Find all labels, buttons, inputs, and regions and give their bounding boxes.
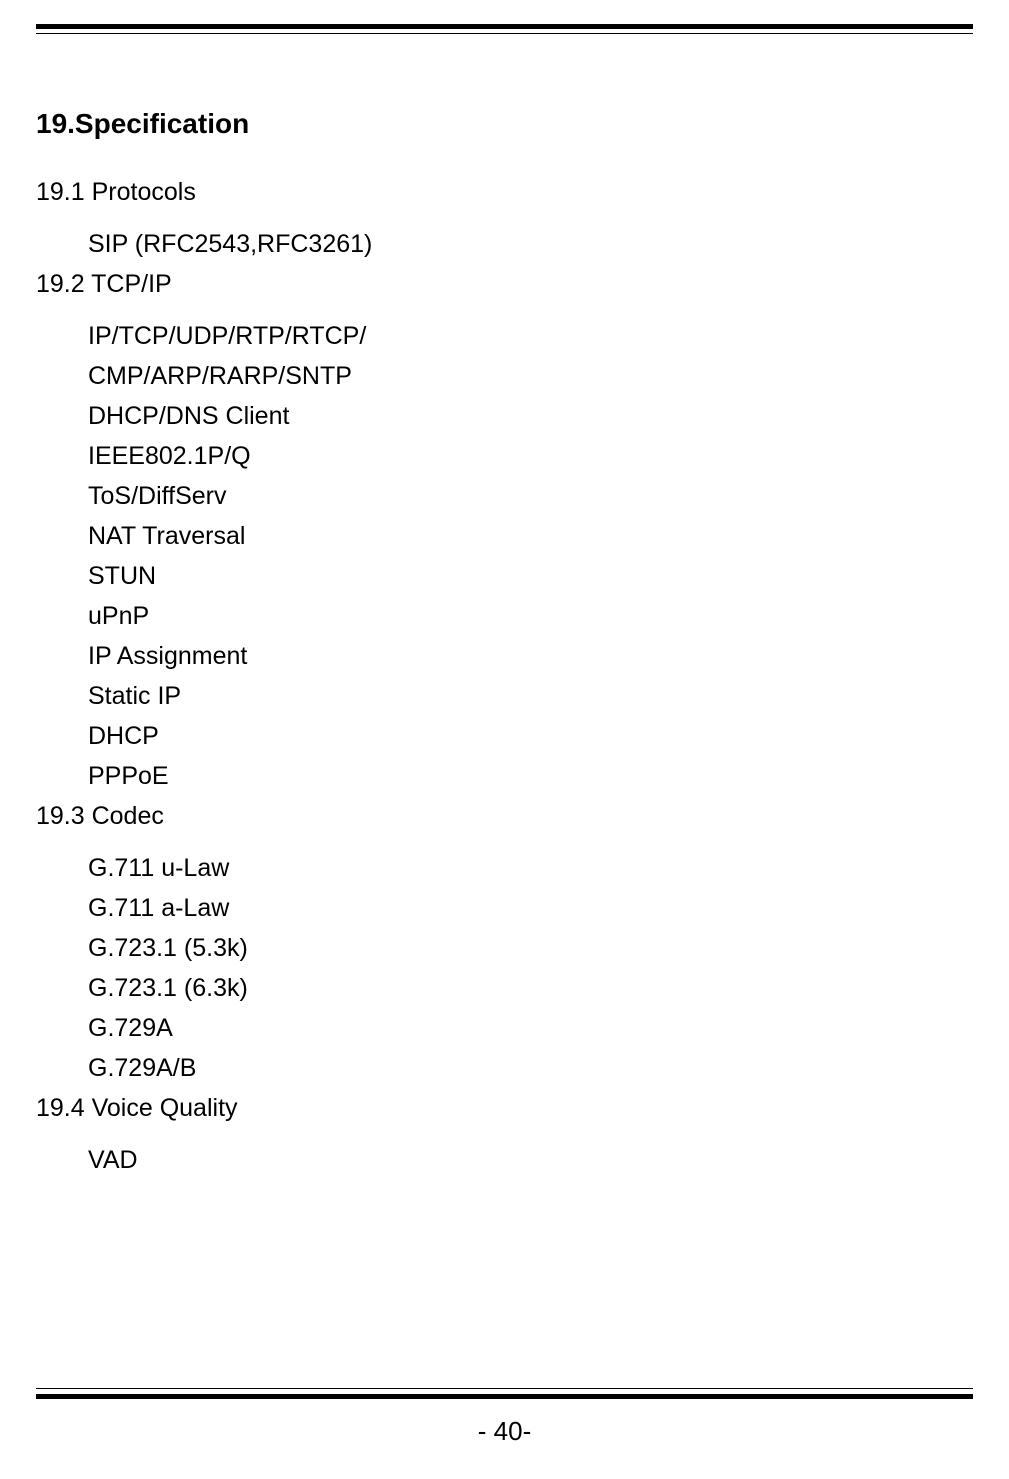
main-heading: 19.Specification [36, 108, 973, 140]
spec-item: DHCP/DNS Client [88, 396, 973, 436]
top-border-thin [36, 33, 973, 34]
top-border-thick [36, 24, 973, 29]
spec-item: IP/TCP/UDP/RTP/RTCP/ [88, 316, 973, 356]
bottom-border-thin [36, 1388, 973, 1389]
sections-container: 19.1 Protocols SIP (RFC2543,RFC3261)19.2 … [36, 172, 973, 1180]
spec-item: uPnP [88, 596, 973, 636]
section-title: 19.2 TCP/IP [36, 264, 973, 304]
spec-item: G.723.1 (5.3k) [88, 928, 973, 968]
spec-item: NAT Traversal [88, 516, 973, 556]
spec-item: CMP/ARP/RARP/SNTP [88, 356, 973, 396]
spec-item: Static IP [88, 676, 973, 716]
spec-item: STUN [88, 556, 973, 596]
section-title: 19.4 Voice Quality [36, 1088, 973, 1128]
bottom-border-thick [36, 1394, 973, 1399]
spec-item: ToS/DiffServ [88, 476, 973, 516]
document-content: 19.Specification 19.1 Protocols SIP (RFC2… [36, 108, 973, 1180]
spec-item: SIP (RFC2543,RFC3261) [88, 224, 973, 264]
spec-item: DHCP [88, 716, 973, 756]
spec-item: IEEE802.1P/Q [88, 436, 973, 476]
spec-item: G.711 a-Law [88, 888, 973, 928]
spec-item: G.711 u-Law [88, 848, 973, 888]
spec-item: G.729A [88, 1008, 973, 1048]
section-title: 19.1 Protocols [36, 172, 973, 212]
spec-item: IP Assignment [88, 636, 973, 676]
spec-item: VAD [88, 1140, 973, 1180]
section-title: 19.3 Codec [36, 796, 973, 836]
page-number: - 40- [0, 1416, 1009, 1447]
spec-item: G.729A/B [88, 1048, 973, 1088]
spec-item: PPPoE [88, 756, 973, 796]
spec-item: G.723.1 (6.3k) [88, 968, 973, 1008]
